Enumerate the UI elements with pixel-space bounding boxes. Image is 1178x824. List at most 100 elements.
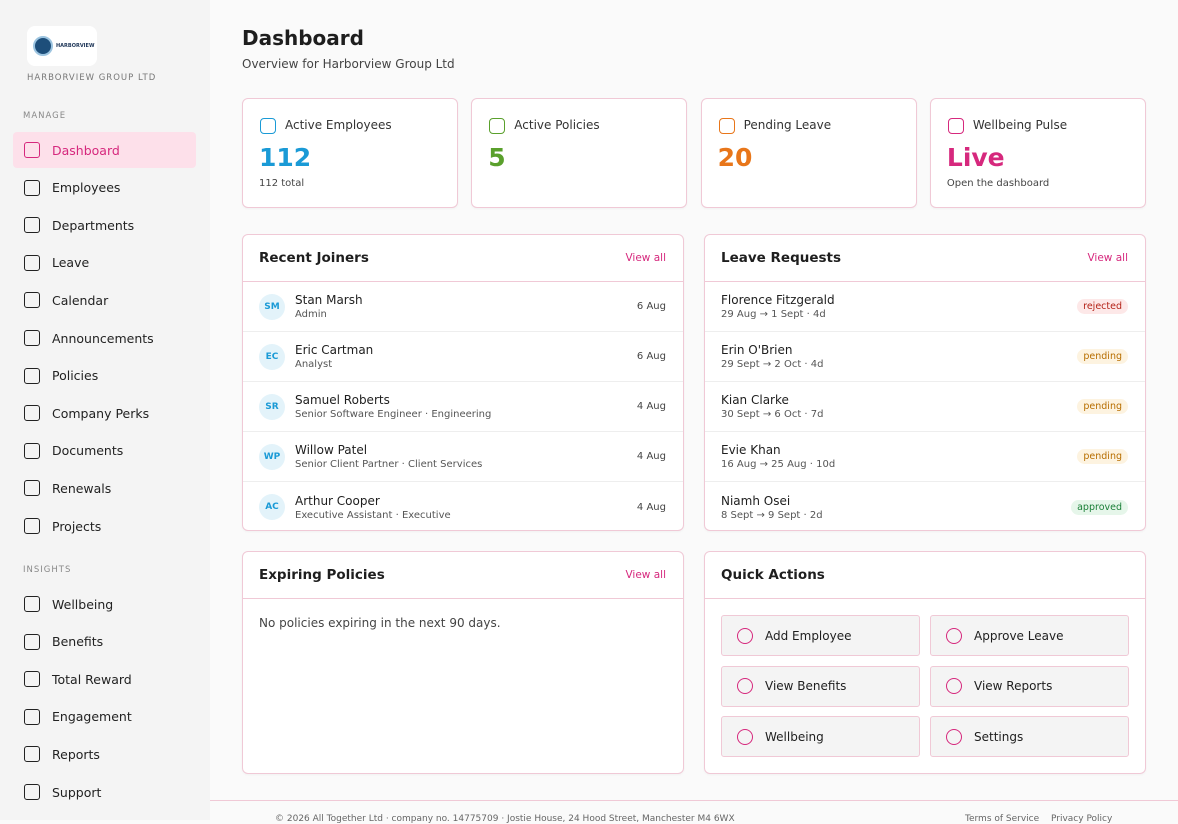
joiner-row: EC Eric Cartman Analyst 6 Aug	[243, 332, 683, 382]
stat-label: Pending Leave	[743, 118, 832, 132]
nav-icon	[24, 367, 40, 384]
joiner-role: Executive Assistant · Executive	[295, 509, 451, 521]
action-label: Approve Leave	[974, 628, 1064, 643]
nav-item[interactable]: Company Perks	[13, 395, 196, 431]
quick-action[interactable]: View Reports	[930, 665, 1129, 707]
sidebar: HARBORVIEW HARBORVIEW GROUP LTD MANAGE Da…	[0, 0, 210, 820]
page-subtitle: Overview for Harborview Group Ltd	[242, 57, 455, 71]
leave-name: Erin O'Brien	[721, 343, 793, 357]
leave-row: Evie Khan 16 Aug → 25 Aug · 10d pending	[705, 432, 1145, 482]
nav-icon	[24, 405, 40, 422]
action-icon	[946, 627, 962, 644]
nav-label: Departments	[52, 217, 135, 233]
nav-item[interactable]: Leave	[13, 245, 196, 281]
nav-icon	[24, 518, 40, 534]
leave-dates: 30 Sept → 6 Oct · 7d	[721, 409, 824, 420]
nav-item[interactable]: Reports	[13, 736, 196, 772]
joiner-date: 6 Aug	[636, 301, 666, 312]
nav-item[interactable]: Support	[13, 774, 196, 810]
avatar: SR	[259, 393, 285, 420]
nav-label: Projects	[52, 518, 102, 534]
leave-name: Florence Fitzgerald	[721, 293, 835, 307]
quick-action[interactable]: Add Employee	[721, 615, 920, 656]
action-label: Add Employee	[765, 628, 852, 643]
nav-icon	[24, 179, 40, 196]
nav-item[interactable]: Total Reward	[13, 661, 196, 697]
action-label: Wellbeing	[765, 729, 824, 744]
section-label: INSIGHTS	[23, 565, 72, 575]
status-badge: rejected	[1077, 299, 1128, 314]
nav-icon	[24, 671, 40, 688]
nav-label: Leave	[52, 255, 90, 271]
panel-header: Expiring Policies View all	[243, 552, 683, 599]
leave-row: Erin O'Brien 29 Sept → 2 Oct · 4d pending	[705, 332, 1145, 382]
stat-value: Live	[946, 143, 1005, 172]
status-badge: pending	[1077, 449, 1128, 464]
nav-item[interactable]: Projects	[13, 508, 196, 544]
panel-header: Recent Joiners View all	[243, 235, 683, 282]
action-icon	[737, 678, 753, 694]
panel-title: Quick Actions	[721, 567, 825, 583]
nav-item[interactable]: Announcements	[13, 320, 196, 356]
nav-item[interactable]: Departments	[13, 207, 196, 243]
view-all-link[interactable]: View all	[1087, 252, 1128, 264]
stat-value: 5	[488, 143, 506, 172]
joiner-name: Samuel Roberts	[295, 393, 390, 407]
nav-item[interactable]: Dashboard	[13, 132, 196, 168]
nav-label: Employees	[52, 180, 121, 196]
panel-title: Expiring Policies	[259, 567, 385, 583]
view-all-link[interactable]: View all	[625, 569, 666, 581]
avatar: EC	[259, 343, 285, 370]
nav-item[interactable]: Renewals	[13, 470, 196, 506]
joiner-info: Samuel Roberts Senior Software Engineer ·…	[295, 393, 491, 420]
empty-message: No policies expiring in the next 90 days…	[259, 616, 501, 630]
nav-icon	[24, 292, 40, 309]
leave-dates: 8 Sept → 9 Sept · 2d	[721, 509, 823, 521]
joiner-row: WP Willow Patel Senior Client Partner · Cl…	[243, 432, 683, 482]
nav-label: Wellbeing	[52, 596, 114, 612]
action-label: Settings	[974, 729, 1024, 744]
nav-icon	[24, 480, 40, 497]
nav-label: Calendar	[52, 292, 109, 308]
nav-icon	[24, 633, 40, 650]
footer-link[interactable]: Privacy Policy	[1051, 814, 1113, 824]
nav-icon	[24, 442, 40, 459]
footer-link[interactable]: Terms of Service	[965, 814, 1040, 824]
stat-card: Active Policies 5	[471, 98, 688, 208]
leave-dates: 29 Sept → 2 Oct · 4d	[721, 359, 824, 370]
nav-icon	[24, 784, 40, 800]
panel-header: Leave Requests View all	[705, 235, 1145, 282]
joiner-row: SM Stan Marsh Admin 6 Aug	[243, 282, 683, 332]
status-badge: approved	[1071, 499, 1128, 515]
logo-mark	[33, 36, 53, 56]
nav-item[interactable]: Benefits	[13, 624, 196, 660]
nav-label: Documents	[52, 443, 124, 459]
nav-item[interactable]: Calendar	[13, 282, 196, 318]
panel-title: Recent Joiners	[259, 250, 369, 266]
quick-action[interactable]: Approve Leave	[930, 615, 1129, 656]
quick-action[interactable]: View Benefits	[721, 665, 920, 707]
nav-label: Announcements	[52, 330, 154, 346]
nav-icon	[24, 708, 40, 725]
nav-item[interactable]: Documents	[13, 433, 196, 469]
leave-info: Erin O'Brien 29 Sept → 2 Oct · 4d	[721, 343, 824, 370]
quick-action[interactable]: Settings	[930, 716, 1129, 757]
joiner-info: Arthur Cooper Executive Assistant · Execu…	[295, 494, 451, 521]
view-all-link[interactable]: View all	[625, 252, 666, 264]
nav-item[interactable]: Employees	[13, 170, 196, 206]
nav-item[interactable]: Engagement	[13, 699, 196, 735]
joiner-role: Admin	[295, 309, 327, 320]
logo-text: HARBORVIEW	[56, 43, 95, 49]
quick-action[interactable]: Wellbeing	[721, 716, 920, 757]
nav-item[interactable]: Wellbeing	[13, 586, 196, 622]
nav-item[interactable]: Policies	[13, 358, 196, 394]
stat-card: Pending Leave 20	[700, 98, 917, 208]
stat-value: 112	[259, 143, 312, 172]
nav-label: Renewals	[52, 480, 112, 496]
joiner-row: SR Samuel Roberts Senior Software Engineer…	[243, 382, 683, 432]
footer: © 2026 All Together Ltd · company no. 14…	[210, 800, 1178, 824]
panel: Recent Joiners View all SM Stan Marsh Admin 6…	[242, 234, 684, 531]
stat-icon	[718, 118, 735, 134]
status-badge: pending	[1077, 349, 1128, 364]
